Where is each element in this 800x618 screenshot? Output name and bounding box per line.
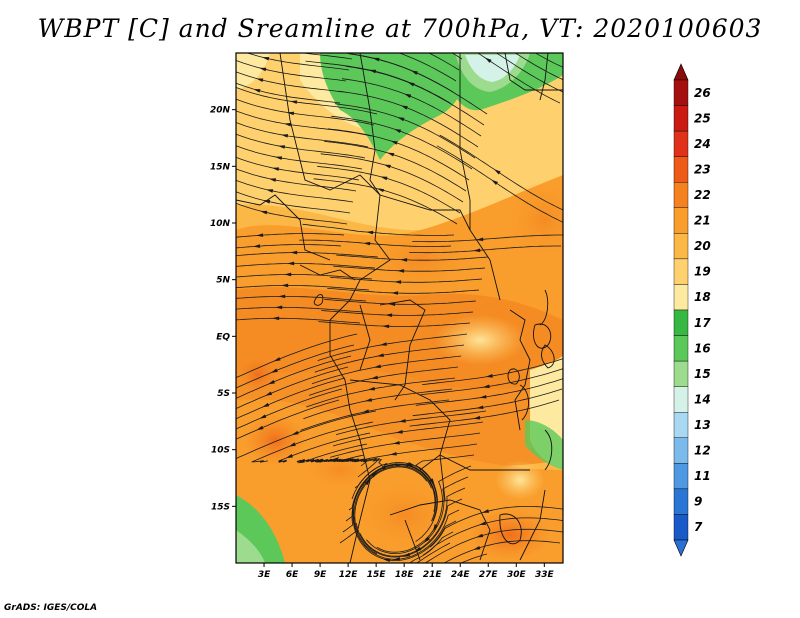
- colorbar-label: 13: [694, 418, 711, 432]
- lat-label: 20N: [210, 106, 231, 116]
- latitude-axis: 20N 15N 10N 5N EQ 5S 10S 15S: [210, 106, 236, 512]
- lon-label: 15E: [367, 570, 387, 580]
- colorbar-segment: [673, 463, 689, 490]
- colorbar-segment: [673, 233, 689, 260]
- colorbar-segment: [673, 309, 689, 336]
- lat-label: EQ: [216, 332, 230, 342]
- colorbar-segment: [673, 79, 689, 106]
- lon-label: 30E: [507, 570, 527, 580]
- colorbar-label: 14: [694, 392, 711, 406]
- colorbar-segment: [673, 386, 689, 413]
- streamlines: [236, 53, 563, 563]
- lat-label: 15N: [210, 162, 231, 172]
- lat-label: 5N: [216, 276, 230, 286]
- lat-label: 5S: [217, 389, 230, 399]
- longitude-axis: 3E 6E 9E 12E 15E 18E 21E 24E 27E 30E 33E: [258, 563, 555, 580]
- colorbar-label: 16: [694, 341, 711, 355]
- colorbar-label: 12: [694, 444, 711, 458]
- colorbar-label: 26: [694, 86, 711, 100]
- colorbar-label: 21: [694, 214, 711, 228]
- country-borders: [236, 53, 563, 563]
- map-title: WBPT [C] and Sreamline at 700hPa, VT: 20…: [37, 14, 763, 43]
- colorbar-label: 24: [694, 137, 711, 151]
- lat-label: 10S: [211, 446, 230, 456]
- colorbar-label: 11: [694, 469, 711, 483]
- colorbar-segment: [673, 182, 689, 208]
- lon-label: 27E: [479, 570, 499, 580]
- colorbar-segment: [673, 360, 689, 387]
- lon-label: 18E: [395, 570, 415, 580]
- map-field: [236, 53, 563, 563]
- colorbar-segment: [673, 437, 689, 464]
- map-frame: [235, 52, 564, 564]
- streamline-arrows: [253, 56, 501, 562]
- colorbar-segment: [673, 156, 689, 183]
- colorbar-segment: [673, 105, 689, 132]
- colorbar-label: 18: [694, 290, 711, 304]
- lat-label: 10N: [210, 219, 231, 229]
- lon-label: 33E: [535, 570, 555, 580]
- lon-label: 6E: [286, 570, 299, 580]
- lon-label: 24E: [451, 570, 471, 580]
- colorbar-top-arrow: [673, 63, 689, 81]
- colorbar-label: 17: [694, 316, 711, 330]
- colorbar-label: 20: [694, 239, 711, 253]
- colorbar-segment: [673, 488, 689, 515]
- colorbar-segment: [673, 335, 689, 362]
- lon-label: 21E: [423, 570, 443, 580]
- colorbar-bottom-arrow: [673, 539, 689, 557]
- colorbar-label: 22: [694, 188, 711, 202]
- lon-label: 9E: [314, 570, 327, 580]
- colorbar-segment: [673, 412, 689, 438]
- colorbar: 26 25 24 23 22 21 20 19 18 17 16 15 14 13 12 11 9 7: [673, 63, 711, 557]
- colorbar-label: 23: [694, 162, 711, 176]
- colorbar-segment: [673, 207, 689, 234]
- lon-label: 12E: [339, 570, 359, 580]
- lon-label: 3E: [258, 570, 271, 580]
- colorbar-label: 25: [694, 111, 711, 125]
- colorbar-label: 19: [694, 265, 711, 279]
- colorbar-segment: [673, 284, 689, 311]
- colorbar-segment: [673, 514, 689, 541]
- colorbar-segment: [673, 258, 689, 285]
- grads-credit: GrADS: IGES/COLA: [4, 603, 98, 613]
- colorbar-label: 7: [694, 520, 703, 534]
- colorbar-label: 15: [694, 367, 711, 381]
- colorbar-label: 9: [694, 495, 702, 509]
- lat-label: 15S: [211, 502, 230, 512]
- colorbar-segment: [673, 130, 689, 157]
